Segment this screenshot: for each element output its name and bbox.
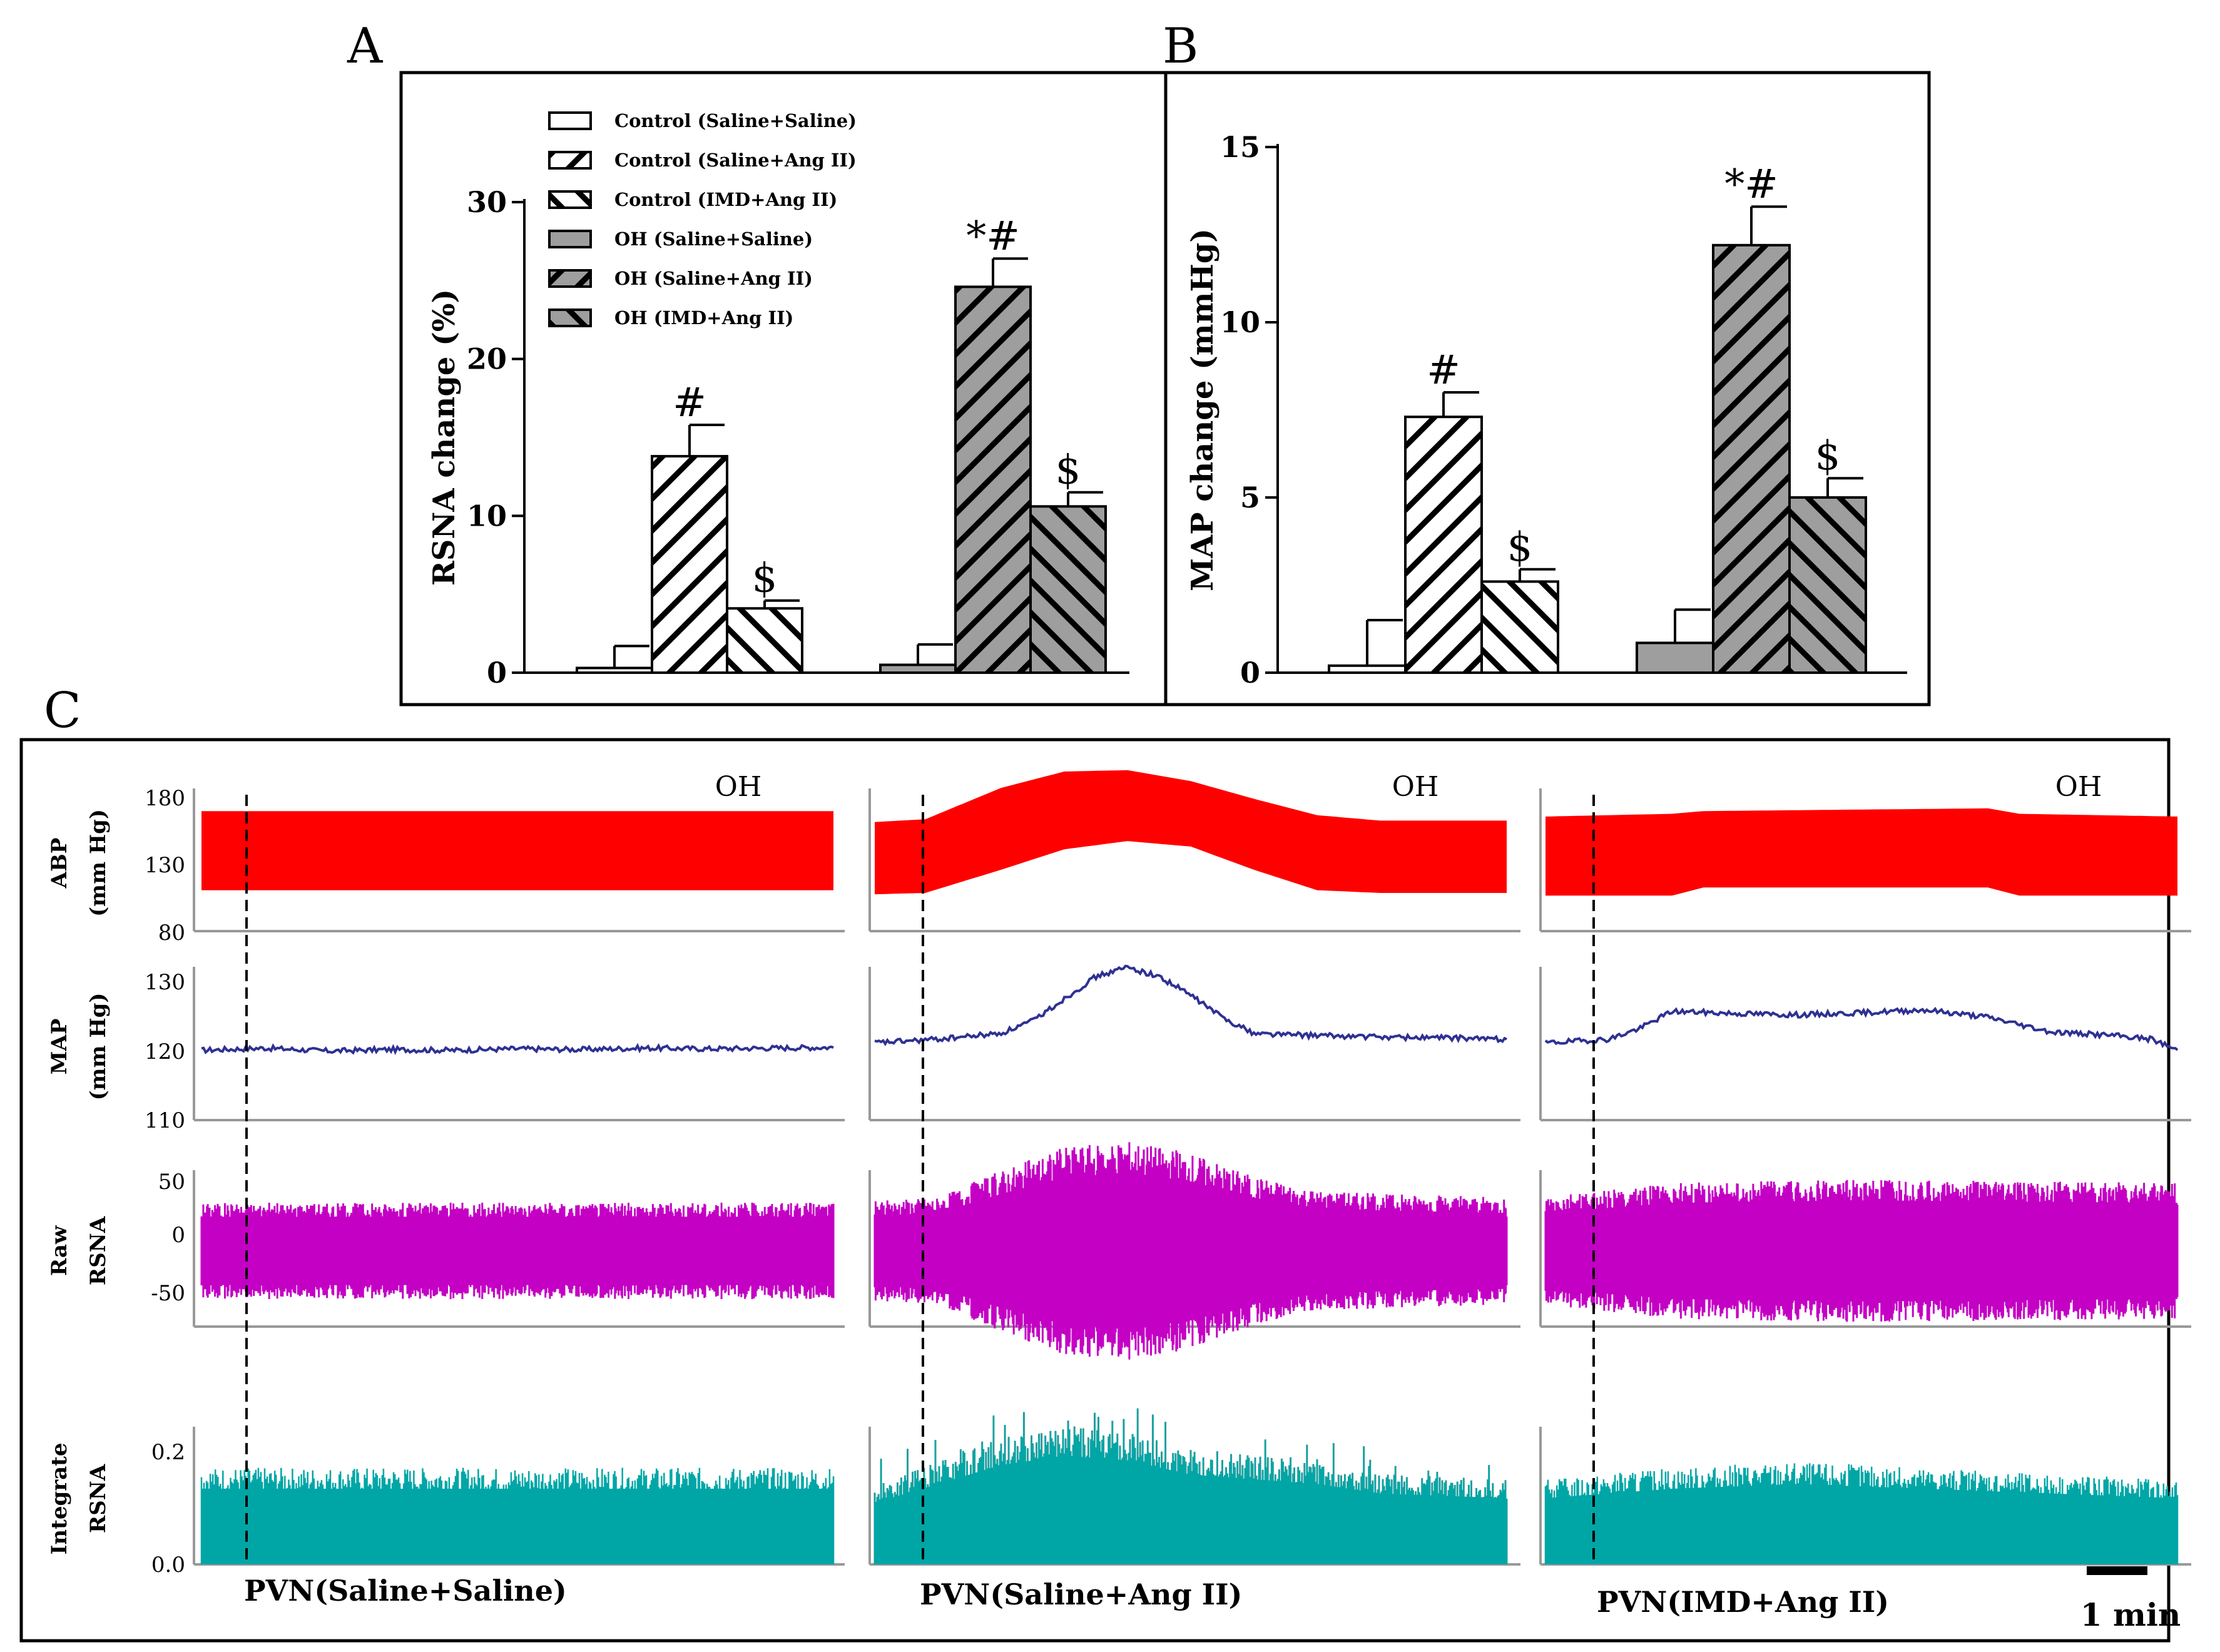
- y-tick-label: 0: [487, 656, 507, 690]
- row-tick-label: 130: [145, 853, 185, 878]
- significance-label: $: [1056, 447, 1081, 494]
- column-caption: PVN(Saline+Ang II): [920, 1578, 1242, 1611]
- bar: [1636, 641, 1714, 675]
- y-tick-label: 0: [1240, 656, 1260, 690]
- row-tick-label: 0: [171, 1223, 185, 1248]
- significance-label: $: [1815, 433, 1841, 479]
- legend-swatch: [548, 269, 592, 288]
- trace-panel: ABP (mm Hg) 180 130 80 MAP (mm Hg) 130 120 110 Raw…: [47, 770, 2191, 1633]
- y-tick-label: 10: [1220, 305, 1260, 339]
- bar: [1404, 416, 1483, 674]
- bar: [1480, 580, 1559, 675]
- row-tick-label: 180: [145, 786, 185, 811]
- bar: [1788, 496, 1867, 674]
- raw-rsna-core: [1545, 1200, 2177, 1302]
- raw-rsna-core: [875, 1172, 1507, 1330]
- row-label-unit: RSNA: [86, 1464, 111, 1533]
- legend-label: Control (Saline+Ang II): [614, 150, 857, 171]
- legend-swatch: [548, 151, 592, 170]
- row-tick-label: 110: [145, 1108, 185, 1133]
- column-tag: OH: [2055, 771, 2102, 803]
- bar: [1029, 505, 1107, 674]
- legend-label: OH (Saline+Ang II): [614, 268, 813, 289]
- legend-swatch: [548, 230, 592, 248]
- row-label: ABP: [47, 838, 72, 889]
- significance-label: $: [1507, 524, 1533, 571]
- integrate-rsna-core: [1545, 1484, 2177, 1564]
- chart-a: 0 10 20 30 RSNA change (%) # $ *# $: [427, 185, 1129, 690]
- row-tick-label: 120: [145, 1039, 185, 1064]
- column-tag: OH: [1392, 771, 1438, 803]
- bar: [726, 607, 803, 675]
- legend-label: Control (IMD+Ang II): [614, 189, 837, 210]
- column-caption: PVN(IMD+Ang II): [1597, 1585, 1889, 1619]
- row-tick-label: 130: [145, 970, 185, 995]
- y-tick-label: 10: [467, 499, 507, 533]
- bar: [879, 663, 957, 675]
- y-axis-title: MAP change (mmHg): [1185, 228, 1220, 591]
- abp-trace: [201, 811, 833, 890]
- chart-b: 0 5 10 15 MAP change (mmHg) # $ *# $: [1185, 130, 1907, 690]
- bar: [954, 285, 1032, 674]
- row-tick-label: 80: [158, 920, 185, 946]
- legend-label: OH (Saline+Saline): [614, 228, 813, 250]
- panel-label-a: A: [347, 18, 384, 74]
- row-label-unit: RSNA: [86, 1216, 111, 1285]
- row-label: Raw: [47, 1225, 72, 1276]
- y-tick-label: 5: [1240, 481, 1260, 514]
- significance-label: *#: [966, 213, 1020, 260]
- row-tick-label: 0.2: [151, 1440, 185, 1465]
- row-tick-label: 50: [158, 1170, 185, 1195]
- legend-swatch: [548, 308, 592, 327]
- column-caption: PVN(Saline+Saline): [244, 1574, 567, 1608]
- y-tick-label: 30: [467, 185, 507, 219]
- row-tick-label: -50: [151, 1281, 185, 1306]
- panel-label-c: C: [44, 683, 81, 739]
- panel-c-frame: [19, 738, 2171, 1643]
- significance-label: #: [1427, 347, 1460, 394]
- row-tick-label: 0.0: [151, 1553, 185, 1578]
- integrate-rsna-core: [875, 1456, 1507, 1564]
- panel-b-frame: [1164, 71, 1931, 706]
- bar: [1328, 664, 1407, 675]
- significance-label: *#: [1724, 161, 1778, 208]
- significance-label: $: [752, 556, 778, 602]
- map-trace: [201, 1043, 834, 1056]
- row-label: MAP: [47, 1019, 72, 1075]
- row-label: Integrate: [47, 1442, 72, 1554]
- y-axis-title: RSNA change (%): [427, 289, 462, 586]
- raw-rsna-core: [201, 1216, 833, 1285]
- significance-label: #: [673, 380, 706, 426]
- legend: Control (Saline+Saline) Control (Saline+A…: [548, 110, 857, 329]
- y-tick-label: 15: [1220, 130, 1260, 164]
- panel-label-b: B: [1163, 18, 1198, 74]
- y-tick-label: 20: [467, 342, 507, 376]
- map-trace: [874, 964, 1507, 1046]
- bar: [576, 666, 653, 674]
- legend-label: OH (IMD+Ang II): [614, 307, 793, 329]
- legend-swatch: [548, 190, 592, 209]
- row-label-unit: (mm Hg): [86, 809, 111, 917]
- map-trace: [1544, 1006, 2179, 1051]
- scale-bar-label: 1 min: [2080, 1596, 2181, 1633]
- row-label-unit: (mm Hg): [86, 993, 111, 1101]
- legend-swatch: [548, 111, 592, 130]
- column-tag: OH: [715, 771, 761, 803]
- abp-trace: [1545, 808, 2177, 896]
- abp-trace: [875, 770, 1507, 895]
- bar: [651, 455, 728, 675]
- integrate-rsna-core: [201, 1489, 833, 1564]
- bar: [1712, 243, 1791, 674]
- legend-label: Control (Saline+Saline): [614, 110, 857, 131]
